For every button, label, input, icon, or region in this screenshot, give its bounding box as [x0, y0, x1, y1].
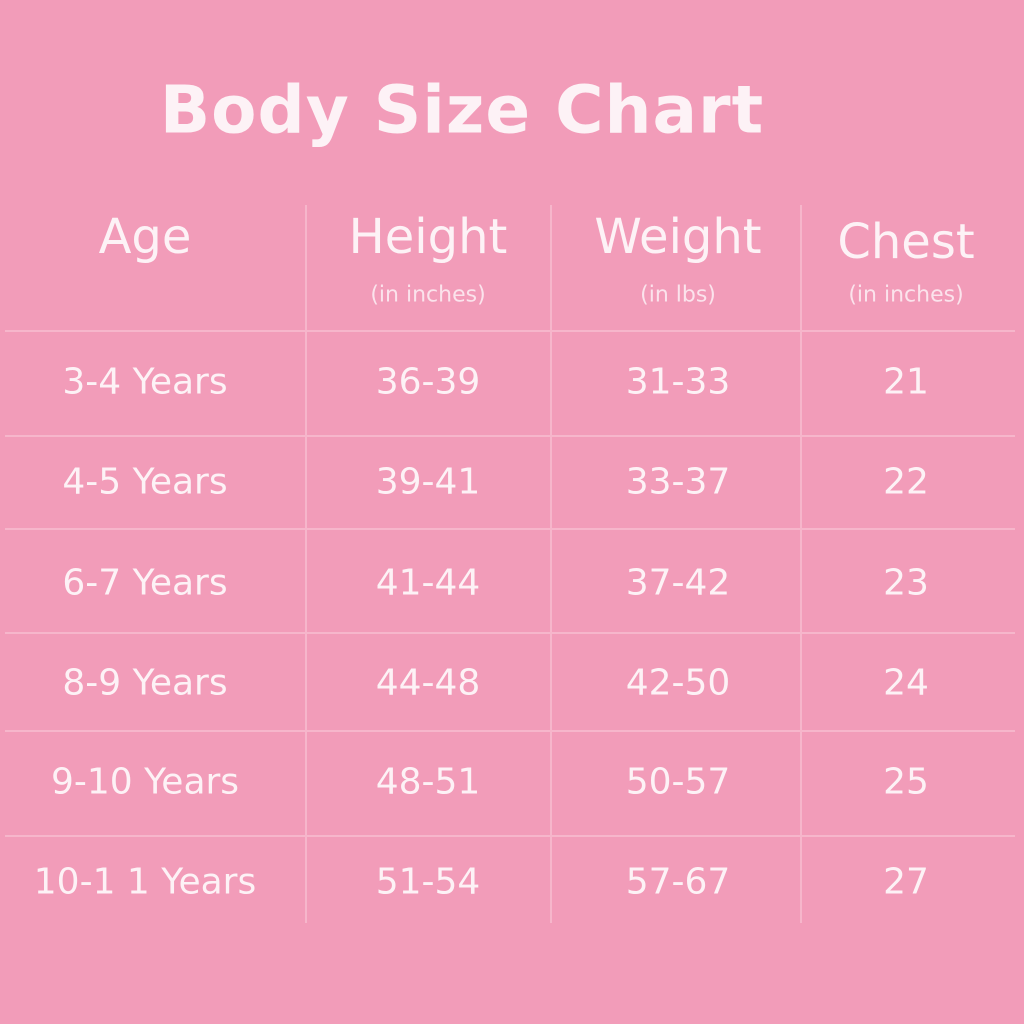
table-cell: 3-4 Years — [62, 361, 228, 403]
table-cell: 37-42 — [625, 562, 731, 604]
column-divider — [800, 205, 802, 923]
column-divider — [550, 205, 552, 923]
table-cell: 9-10 Years — [50, 761, 240, 803]
column-unit: (in lbs) — [640, 282, 716, 308]
row-divider — [5, 435, 1015, 437]
table-cell: 24 — [883, 662, 929, 704]
column-unit: (in inches) — [848, 282, 964, 308]
table-cell: 10-1 1 Years — [33, 861, 257, 903]
column-header: Age — [98, 209, 192, 265]
table-cell: 25 — [883, 761, 929, 803]
table-cell: 50-57 — [625, 761, 731, 803]
table-cell: 21 — [883, 361, 929, 403]
row-divider — [5, 835, 1015, 837]
table-cell: 6-7 Years — [62, 562, 228, 604]
table-cell: 33-37 — [625, 461, 731, 503]
title: Body Size Chart — [159, 71, 765, 149]
table-cell: 27 — [883, 861, 929, 903]
column-divider — [305, 205, 307, 923]
column-header: Chest — [837, 214, 975, 270]
table-cell: 42-50 — [625, 662, 731, 704]
table-cell: 57-67 — [625, 861, 731, 903]
table-cell: 8-9 Years — [62, 662, 228, 704]
row-divider — [5, 528, 1015, 530]
row-divider — [5, 730, 1015, 732]
column-header: Height — [348, 209, 508, 265]
table-cell: 4-5 Years — [62, 461, 228, 503]
table-cell: 39-41 — [375, 461, 481, 503]
table-cell: 22 — [883, 461, 929, 503]
table-cell: 41-44 — [375, 562, 481, 604]
row-divider — [5, 632, 1015, 634]
column-header: Weight — [594, 209, 762, 265]
table-cell: 31-33 — [625, 361, 731, 403]
table-cell: 44-48 — [375, 662, 481, 704]
table-cell: 23 — [883, 562, 929, 604]
column-unit: (in inches) — [370, 282, 486, 308]
table-cell: 48-51 — [375, 761, 481, 803]
table-cell: 36-39 — [375, 361, 481, 403]
row-divider — [5, 330, 1015, 332]
table-cell: 51-54 — [375, 861, 481, 903]
